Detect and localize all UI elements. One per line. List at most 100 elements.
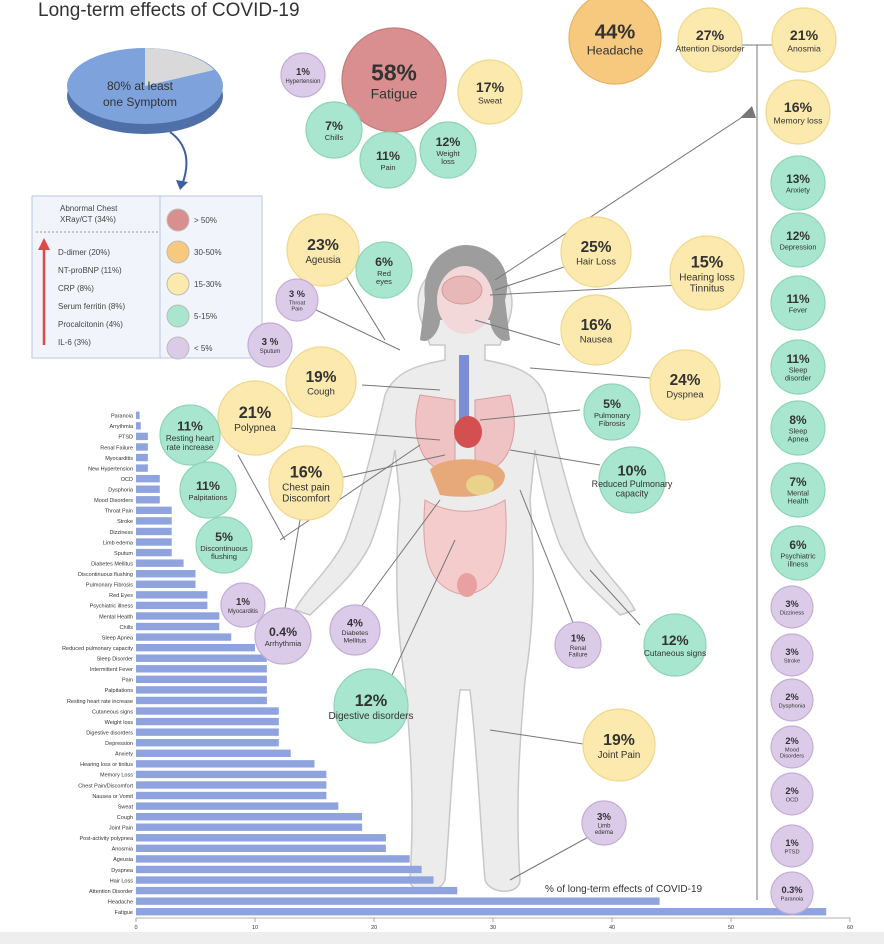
bubble-circle: [217, 380, 293, 456]
bar-hair-loss: [136, 876, 434, 884]
bubble-circle: [598, 446, 666, 514]
bar-label-new-hypertension: New Hypertension: [88, 466, 133, 472]
bubble-percent: 12%: [436, 135, 461, 149]
bubble-label: Apnea: [787, 435, 809, 444]
bubble-circle: [305, 101, 363, 159]
bar-arrythmia: [136, 422, 141, 430]
bar-label-dyspnea: Dyspnea: [111, 868, 134, 874]
bubble-label: capacity: [616, 489, 649, 499]
bubble-label: Stroke: [784, 658, 800, 664]
bubble-paranoia: 0.3%Paranoia: [770, 871, 814, 915]
bubble-circle: [583, 383, 641, 441]
bubble-percent: 5%: [215, 530, 233, 544]
legend-range-4: < 5%: [194, 344, 212, 353]
legend-range-3: 5-15%: [194, 312, 217, 321]
bubble-hypertension: 1%Hypertension: [280, 52, 326, 98]
legend-marker-0: Abnormal Chest: [60, 204, 118, 213]
bubble-percent: 2%: [785, 786, 798, 796]
bar-label-renal-failure: Renal Failure: [100, 445, 133, 451]
bubble-circle: [560, 216, 632, 288]
bubble-dyspnea: 24%Dyspnea: [649, 349, 721, 421]
bubble-label: Psychiatric: [780, 552, 816, 561]
bar-depression: [136, 739, 279, 747]
x-tick-label: 20: [371, 925, 377, 931]
bubble-label: Fibrosis: [599, 419, 626, 428]
bar-anosmia: [136, 844, 386, 853]
legend-range-1: 30-50%: [194, 248, 222, 257]
bubble-label: disorder: [785, 374, 812, 383]
bubble-percent: 3%: [785, 647, 798, 657]
bubble-circle: [770, 772, 814, 816]
bubble-label: loss: [441, 157, 455, 166]
bar-mood-disorders: [136, 496, 160, 504]
bubble-circle: [419, 121, 477, 179]
bubble-circle: [669, 235, 745, 311]
bubble-hair-loss: 25%Hair Loss: [560, 216, 632, 288]
bar-discontinuous-flushing: [136, 570, 196, 578]
bubble-label: Sleep: [789, 427, 808, 436]
x-tick-label: 10: [252, 925, 258, 931]
legend-marker-5: Serum ferritin (8%): [58, 302, 125, 311]
bar-label-hair-loss: Hair Loss: [110, 878, 133, 884]
bar-palpitations: [136, 686, 267, 694]
bar-anxiety: [136, 749, 291, 757]
legend-marker-7: IL-6 (3%): [58, 338, 91, 347]
bar-pulmonary-fibrosis: [136, 580, 196, 588]
bubble-label: illness: [788, 560, 809, 569]
bubble-label: Polypnea: [234, 423, 276, 434]
bubble-label: Renal: [570, 645, 586, 652]
bubble-stroke: 3%Stroke: [770, 633, 814, 677]
bubble-circle: [770, 824, 814, 868]
legend-marker-3: NT-proBNP (11%): [58, 266, 122, 275]
bubble-percent: 11%: [376, 149, 400, 163]
chart-title: % of long-term effects of COVID-19: [545, 884, 703, 895]
bubble-circle: [179, 461, 237, 519]
legend-swatch-1: [166, 240, 190, 264]
legend-swatch-4: [166, 336, 190, 360]
bubble-percent: 19%: [306, 369, 337, 386]
bubble-ptsd: 1%PTSD: [770, 824, 814, 868]
bar-ageusia: [136, 855, 410, 863]
bubble-percent: 6%: [789, 538, 807, 552]
legend-swatch-3: [166, 304, 190, 328]
bubble-percent: 6%: [375, 255, 393, 269]
bubble-circle: [275, 278, 319, 322]
bar-reduced-pulmonary-capacity: [136, 643, 255, 652]
legend-marker-2: D-dimer (20%): [58, 248, 110, 257]
bubble-anosmia: 21%Anosmia: [771, 7, 837, 73]
page-title: Long-term effects of COVID-19: [38, 0, 300, 21]
bubble-label: Sleep: [789, 366, 808, 375]
bar-label-myocarditis: Myocarditis: [105, 456, 133, 462]
bar-new-hypertension: [136, 464, 148, 472]
bar-label-weight-loss: Weight loss: [105, 720, 134, 726]
x-tick-label: 0: [134, 925, 137, 931]
bar-psychiatric-illness: [136, 601, 208, 610]
bar-headache: [136, 897, 660, 905]
bar-label-sleep-apnea: Sleep Apnea: [102, 635, 134, 641]
bubble-circle: [770, 725, 814, 769]
bubble-anxiety: 13%Anxiety: [770, 155, 826, 211]
bubble-percent: 4%: [347, 617, 363, 629]
bar-label-arrythmia: Arrythmia: [109, 424, 133, 430]
bubble-percent: 8%: [789, 413, 807, 427]
bubble-label: Sweat: [478, 95, 503, 105]
bubble-circle: [457, 59, 523, 125]
pie-arrow: [169, 131, 188, 186]
bubble-circle: [771, 7, 837, 73]
bubble-myocarditis: 1%Myocarditis: [220, 582, 266, 628]
bubble-circle: [159, 404, 221, 466]
bubble-percent: 21%: [790, 27, 819, 43]
bubble-ocd: 2%OCD: [770, 772, 814, 816]
bubble-percent: 2%: [785, 692, 798, 702]
bubble-percent: 2%: [785, 736, 798, 746]
bubble-label: Chills: [325, 133, 344, 142]
bubble-percent: 0.4%: [269, 625, 297, 639]
bubble-circle: [568, 0, 662, 85]
bubble-percent: 11%: [177, 419, 203, 434]
bubble-label: Reduced Pulmonary: [592, 479, 673, 489]
bubble-label: Paranoia: [781, 896, 804, 902]
